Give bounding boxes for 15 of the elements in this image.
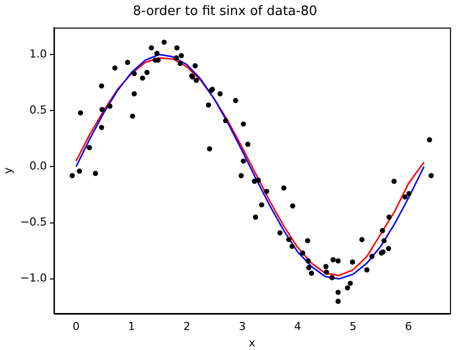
y-axis-title: y (1, 166, 14, 174)
x-tick-label: 4 (294, 320, 302, 334)
y-tick-label: 1.0 (29, 47, 47, 60)
x-tick-label: 0 (72, 320, 80, 334)
x-tick-label: 6 (404, 320, 412, 334)
x-axis-title: x (248, 336, 256, 350)
x-tick-label: 1 (128, 320, 135, 334)
chart-title: 8-order to fit sinx of data-80 (132, 4, 318, 20)
y-tick-label: −1.0 (20, 272, 47, 285)
x-tick-label: 3 (238, 320, 246, 334)
y-tick-label: 0.5 (29, 103, 47, 116)
y-tick-label: 0.0 (29, 160, 47, 173)
x-tick-label: 2 (183, 320, 190, 334)
x-tick-label: 5 (350, 320, 357, 334)
y-tick-label: −0.5 (20, 216, 47, 229)
